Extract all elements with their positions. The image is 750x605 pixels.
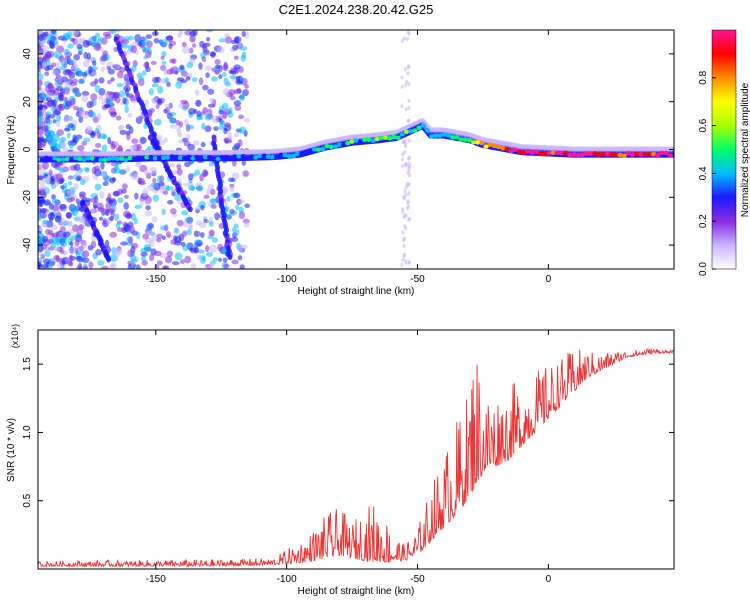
colorbar: 0.0 0.2 0.4 0.6 0.8 Normalized spectral ampl… [698, 29, 750, 276]
spectrogram-y-tick-label: 40 [22, 48, 33, 60]
colorbar-tick-label: 0.6 [698, 118, 709, 132]
spectrogram-y-tick-label: -40 [22, 237, 33, 252]
snr-y-axis-label: SNR (10 * v/v) [6, 418, 17, 482]
snr-y-tick-label: 1.0 [22, 425, 33, 439]
spectrogram-y-tick-label: -20 [22, 190, 33, 205]
colorbar-tick-label: 0.8 [698, 70, 709, 84]
snr-y-tick-label: 0.5 [22, 493, 33, 507]
colorbar-frame [711, 29, 737, 270]
snr-x-tick-label: -100 [277, 574, 297, 585]
snr-x-tick-label: -150 [146, 574, 166, 585]
spectrogram-x-tick-label: 0 [546, 274, 552, 285]
snr-x-tick-label: 0 [546, 574, 552, 585]
spectrogram-panel: -150 -100 -50 0 -40 -20 0 20 40 Height of strai… [6, 29, 675, 297]
spectrogram-ridge [38, 117, 674, 163]
spectrogram-x-tick-label: -100 [277, 274, 297, 285]
chart-title: C2E1.2024.238.20.42.G25 [279, 2, 434, 17]
snr-y-multiplier: (x10⁴) [10, 324, 20, 348]
snr-x-tick-label: -50 [410, 574, 425, 585]
spectrogram-x-tick-label: -150 [146, 274, 166, 285]
spectrogram-y-axis-label: Frequency (Hz) [6, 116, 17, 185]
spectrogram-y-tick-label: 20 [22, 96, 33, 108]
snr-frame [37, 329, 675, 570]
spectrogram-y-tick-label: 0 [22, 146, 33, 152]
snr-x-axis-label: Height of straight line (km) [298, 586, 415, 597]
colorbar-gradient [712, 30, 736, 269]
spectrogram-x-axis-label: Height of straight line (km) [298, 286, 415, 297]
colorbar-tick-label: 0.4 [698, 166, 709, 180]
spectrogram-streak [80, 199, 112, 263]
colorbar-tick-label: 0.2 [698, 214, 709, 228]
spectrogram-x-tick-label: -50 [410, 274, 425, 285]
colorbar-label: Normalized spectral amplitude [740, 82, 750, 217]
snr-panel: -150 -100 -50 0 0.5 1.0 1.5 Height of straigh… [6, 324, 675, 597]
colorbar-tick-label: 0.0 [698, 262, 709, 276]
snr-series-line [38, 348, 674, 568]
snr-y-tick-label: 1.5 [22, 357, 33, 371]
